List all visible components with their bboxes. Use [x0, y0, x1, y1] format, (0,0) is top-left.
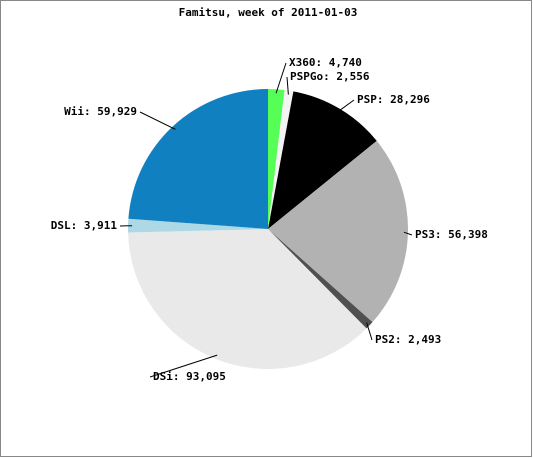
pie-slice [268, 91, 377, 229]
slice-label: X360: 4,740 [289, 56, 362, 69]
slice-label: PS2: 2,493 [375, 333, 441, 346]
pie-slice [268, 89, 294, 229]
leader-line [275, 62, 287, 94]
slice-label: DSL: 3,911 [51, 219, 118, 232]
slice-label: Wii: 59,929 [64, 105, 137, 118]
slice-label: PSP: 28,296 [357, 93, 430, 106]
slice-label: PSPGo: 2,556 [290, 70, 370, 83]
leader-line [403, 231, 413, 236]
pie-slice [268, 89, 285, 229]
leader-line [337, 99, 355, 113]
pie-slice [128, 229, 367, 369]
slice-label: DSi: 93,095 [153, 370, 226, 383]
leader-line [366, 322, 373, 341]
slice-label: PS3: 56,398 [415, 228, 488, 241]
leader-line [286, 76, 289, 95]
pie-slice [128, 89, 268, 229]
chart-title: Famitsu, week of 2011-01-03 [179, 6, 358, 19]
leader-line [149, 354, 218, 378]
pie-slice [268, 229, 373, 329]
pie-slice [128, 218, 268, 233]
pie-slice [268, 140, 408, 323]
leader-line [139, 111, 176, 130]
